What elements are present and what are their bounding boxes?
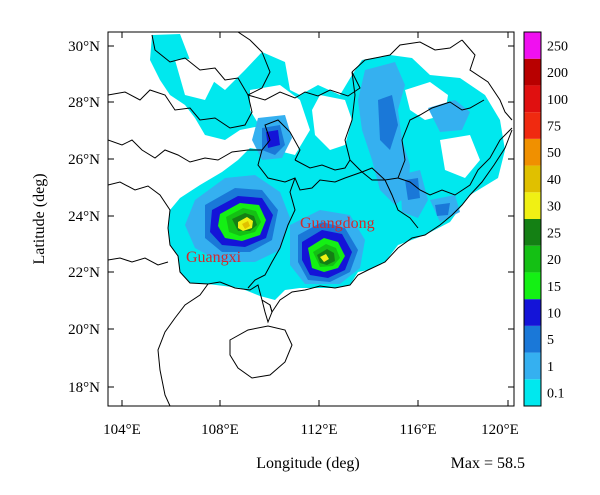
colorbar-level-label: 40 [547,173,561,188]
colorbar-level-label: 10 [547,307,561,322]
x-axis-title: Longitude (deg) [256,455,360,472]
colorbar-swatch [524,272,541,300]
colorbar-level-label: 20 [547,253,561,268]
colorbar-level-label: 250 [547,39,568,54]
colorbar-level-label: 1 [547,360,554,375]
dry-area [440,135,480,178]
colorbar-level-label: 0.1 [547,387,565,402]
lat-tick-label: 20°N [68,322,100,338]
colorbar-level-label: 30 [547,200,561,215]
dry-area [175,58,215,100]
colorbar-swatch [524,325,541,353]
region-label-guangxi: Guangxi [186,249,242,266]
lat-tick-label: 24°N [68,209,100,225]
colorbar-swatch [524,138,541,166]
lon-tick-label: 120°E [481,422,519,438]
colorbar-level-label: 5 [547,333,554,348]
colorbar-frame [523,31,542,407]
colorbar-swatch [524,165,541,193]
colorbar-swatch [524,32,541,59]
lon-tick-label: 116°E [399,422,436,438]
precip-band-5 [435,203,450,216]
colorbar-level-label: 200 [547,66,568,81]
hainan-island [229,325,293,379]
colorbar-level-label: 25 [547,226,561,241]
dry-area [312,95,352,150]
colorbar-level-label: 100 [547,93,568,108]
region-label-guangdong: Guangdong [300,215,375,232]
colorbar-level-label: 50 [547,146,561,161]
coastline [157,129,513,406]
max-annotation: Max = 58.5 [451,455,525,472]
colorbar-swatch [524,58,541,86]
colorbar-level-label: 15 [547,280,561,295]
lon-tick-label: 112°E [300,422,337,438]
colorbar-swatch [524,85,541,113]
y-axis-title: Latitude (deg) [31,173,48,264]
precip-band-5 [378,95,398,150]
lat-tick-label: 18°N [68,380,100,396]
vietnam-coast [157,283,209,406]
lat-tick-label: 28°N [68,95,100,111]
lat-tick-label: 22°N [68,265,100,281]
colorbar-swatch [524,245,541,273]
province-boundaries [108,32,513,289]
leizhou-peninsula [261,299,273,324]
lon-tick-label: 108°E [201,422,239,438]
precip-band-40 [242,221,250,229]
lat-tick-label: 26°N [68,152,100,168]
colorbar-swatch [524,219,541,246]
colorbar-swatch [524,352,541,380]
colorbar-swatch [524,299,541,326]
axis-ticks [108,32,514,406]
precip-band-30 [320,254,329,262]
precip-band-5 [405,178,420,200]
lat-tick-label: 30°N [68,39,100,55]
colorbar-swatch [524,112,541,139]
colorbar-swatch [524,379,541,406]
colorbar-level-label: 75 [547,120,561,135]
lon-tick-label: 104°E [103,422,141,438]
colorbar-swatch [524,192,541,219]
precip-band-10 [266,130,280,148]
